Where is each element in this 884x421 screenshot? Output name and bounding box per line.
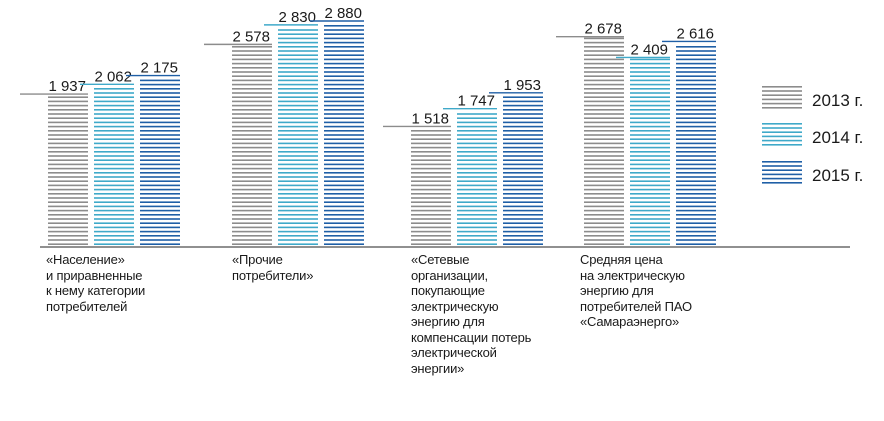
legend-swatch-2013 xyxy=(762,86,802,109)
value-label: 1 518 xyxy=(411,110,449,127)
bar-2-2014 xyxy=(278,29,318,245)
bars-group xyxy=(48,25,716,245)
value-label: 2 880 xyxy=(324,5,362,22)
value-label: 2 830 xyxy=(278,9,316,26)
bar-1-2014 xyxy=(94,88,134,245)
bar-3-2015 xyxy=(503,96,543,245)
bar-1-2015 xyxy=(140,79,180,245)
legend-swatch-2014 xyxy=(762,123,802,146)
category-label: «Население» и приравненные к нему катего… xyxy=(46,252,146,314)
value-label: 2 062 xyxy=(94,68,132,85)
bar-4-2015 xyxy=(676,46,716,245)
bar-4-2013 xyxy=(584,37,624,245)
value-label: 2 409 xyxy=(630,41,668,58)
legend-label: 2013 г. xyxy=(812,91,863,110)
bar-3-2014 xyxy=(457,113,497,245)
bar-2-2015 xyxy=(324,25,364,245)
bar-3-2013 xyxy=(411,130,451,245)
value-label: 1 953 xyxy=(503,77,541,94)
legend-swatch-2015 xyxy=(762,161,802,184)
value-labels-group: 1 937 2 062 2 175 2 578 2 830 2 880 1 518 1 747… xyxy=(20,5,716,127)
value-label: 2 616 xyxy=(676,25,714,42)
category-label: «Сетевые организации, покупающие электри… xyxy=(411,252,532,376)
value-label: 2 678 xyxy=(584,21,622,38)
value-label: 1 937 xyxy=(48,78,86,95)
legend-label: 2014 г. xyxy=(812,128,863,147)
bar-1-2013 xyxy=(48,96,88,245)
bar-2-2013 xyxy=(232,46,272,245)
value-label: 2 578 xyxy=(232,28,270,45)
value-label: 2 175 xyxy=(140,60,178,77)
category-label: «Прочие потребители» xyxy=(232,252,314,283)
category-label: Средняя цена на электрическую энергию дл… xyxy=(580,252,692,329)
legend-label: 2015 г. xyxy=(812,166,863,185)
bar-4-2014 xyxy=(630,58,670,245)
value-label: 1 747 xyxy=(457,93,495,110)
legend: 2013 г. 2014 г. 2015 г. xyxy=(762,86,863,185)
